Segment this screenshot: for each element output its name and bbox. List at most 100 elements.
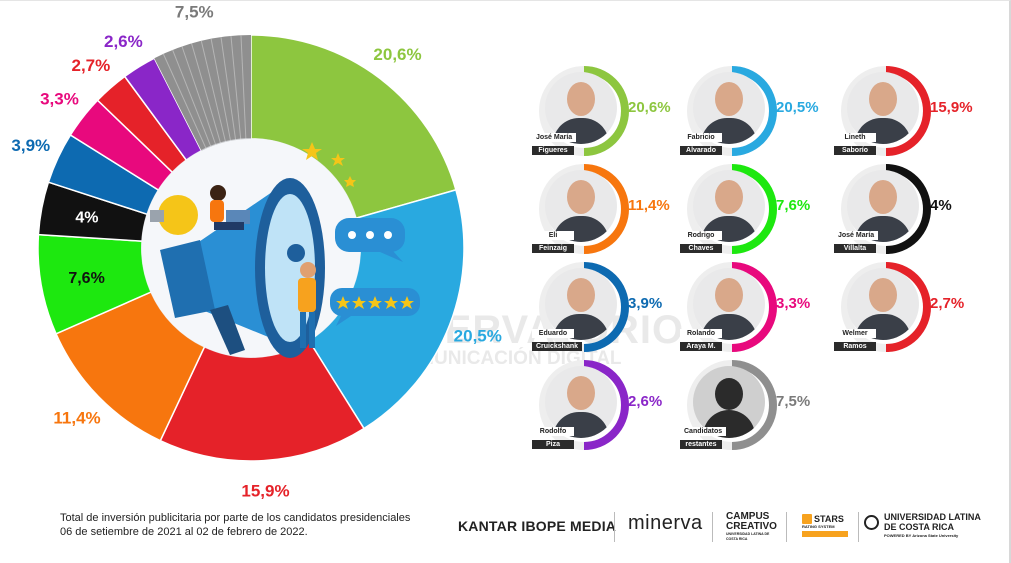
candidate-card: Rodolfo Piza 2,6% bbox=[532, 359, 662, 451]
candidate-ring bbox=[687, 164, 777, 254]
donut-slice-hatch bbox=[220, 37, 237, 141]
candidate-first-name: Eduardo bbox=[532, 329, 574, 338]
candidate-last-name: Figueres bbox=[532, 146, 574, 155]
candidate-percent: 7,5% bbox=[776, 393, 811, 410]
stars-badge-icon bbox=[802, 514, 812, 524]
candidate-first-name: Eli bbox=[532, 231, 574, 240]
campus-logo-line2: CREATIVO bbox=[726, 521, 777, 532]
candidate-last-name: Araya M. bbox=[680, 342, 722, 351]
slice-percent-label: 2,6% bbox=[104, 32, 143, 51]
ulatina-logo-sub: POWERED BY Arizona State University bbox=[884, 533, 959, 538]
slice-percent-label: 3,9% bbox=[11, 136, 50, 155]
candidate-percent: 20,5% bbox=[776, 99, 819, 116]
candidate-ring-arc bbox=[583, 262, 629, 352]
candidate-ring bbox=[539, 262, 629, 352]
candidate-ring-arc bbox=[583, 66, 629, 156]
candidate-first-name: José María bbox=[834, 231, 879, 240]
campus-logo-sub: UNIVERSIDAD LATINA DE COSTA RICA bbox=[726, 532, 770, 541]
candidate-first-name: Fabricio bbox=[680, 133, 722, 142]
candidate-percent: 7,6% bbox=[776, 197, 811, 214]
candidate-ring-arc bbox=[731, 66, 777, 156]
stars-logo: STARS RATING SYSTEM bbox=[802, 514, 848, 537]
candidate-last-name: Chaves bbox=[680, 244, 722, 253]
candidate-ring bbox=[841, 66, 931, 156]
candidate-first-name: Rodolfo bbox=[532, 427, 574, 436]
candidate-percent: 3,3% bbox=[776, 295, 811, 312]
candidate-percent: 20,6% bbox=[628, 99, 671, 116]
candidate-ring bbox=[841, 262, 931, 352]
donut-slice-hatch bbox=[200, 40, 227, 143]
slice-percent-label: 20,5% bbox=[454, 326, 502, 345]
candidate-percent: 15,9% bbox=[930, 99, 973, 116]
candidate-first-name: José María bbox=[532, 133, 577, 142]
candidate-ring bbox=[687, 360, 777, 450]
candidate-ring bbox=[841, 164, 931, 254]
candidate-card: José María Villalta 4% bbox=[834, 163, 952, 255]
ulatina-logo: UNIVERSIDAD LATINA DE COSTA RICA POWERED… bbox=[884, 512, 981, 539]
candidate-first-name: Rolando bbox=[680, 329, 722, 338]
candidate-ring-arc bbox=[885, 66, 931, 156]
candidate-last-name: Cruickshank bbox=[532, 342, 583, 351]
candidate-ring-arc bbox=[583, 360, 629, 450]
slice-percent-label: 11,4% bbox=[53, 409, 100, 428]
logo-divider bbox=[858, 512, 859, 542]
logo-divider bbox=[786, 512, 787, 542]
stars-logo-text: STARS bbox=[814, 513, 844, 524]
candidate-percent: 2,7% bbox=[930, 295, 965, 312]
candidate-last-name: Saborío bbox=[834, 146, 876, 155]
slice-percent-label: 20,6% bbox=[373, 45, 421, 64]
slice-percent-label: 7,5% bbox=[175, 3, 214, 22]
ulatina-logo-line2: DE COSTA RICA bbox=[884, 522, 955, 532]
campus-logo-line1: CAMPUS bbox=[726, 511, 770, 522]
candidate-photo bbox=[545, 170, 617, 242]
slice-percent-label: 15,9% bbox=[241, 482, 289, 500]
candidate-photo bbox=[847, 170, 919, 242]
candidate-card: Fabricio Alvarado 20,5% bbox=[680, 65, 819, 157]
candidate-percent: 4% bbox=[930, 197, 952, 214]
candidate-ring bbox=[539, 66, 629, 156]
candidate-last-name: restantes bbox=[680, 440, 722, 449]
candidate-last-name: Villalta bbox=[834, 244, 876, 253]
slice-percent-label: 7,6% bbox=[68, 270, 104, 287]
stars-rating-icon bbox=[802, 531, 848, 537]
slice-percent-label: 4% bbox=[75, 210, 98, 227]
candidate-ring-arc bbox=[885, 164, 931, 254]
candidate-photo bbox=[693, 366, 765, 438]
candidate-ring bbox=[539, 360, 629, 450]
logo-divider bbox=[614, 512, 615, 542]
candidate-percent: 3,9% bbox=[628, 295, 663, 312]
kantar-logo: KANTAR IBOPE MEDIA bbox=[458, 518, 616, 534]
footer-line1: Total de inversión publicitaria por part… bbox=[60, 512, 411, 524]
candidate-card: Eduardo Cruickshank 3,9% bbox=[532, 261, 662, 353]
ulatina-logo-line1: UNIVERSIDAD LATINA bbox=[884, 512, 981, 522]
candidate-photo bbox=[847, 72, 919, 144]
kantar-logo-text: KANTAR IBOPE MEDIA bbox=[458, 518, 617, 534]
candidate-ring bbox=[687, 66, 777, 156]
candidate-photo bbox=[693, 170, 765, 242]
footer-caption: Total de inversión publicitaria por part… bbox=[60, 511, 410, 539]
candidate-ring-arc bbox=[731, 262, 777, 352]
minerva-logo: minerva bbox=[628, 512, 703, 535]
donut-slice-hatch bbox=[181, 46, 217, 146]
candidate-card: Rolando Araya M. 3,3% bbox=[680, 261, 810, 353]
candidate-ring-arc bbox=[885, 262, 931, 352]
candidate-card: Rodrigo Chaves 7,6% bbox=[680, 163, 810, 255]
candidate-card: José María Figueres 20,6% bbox=[532, 65, 671, 157]
donut-chart: 20,6% 20,5% 15,9% 11,4% 7,6% 4% 3,9% 3,3% 2,7% 2,… bbox=[11, 3, 502, 500]
candidate-percent: 2,6% bbox=[628, 393, 663, 410]
candidate-photo bbox=[545, 268, 617, 340]
donut-slice-hatch bbox=[210, 38, 232, 142]
ulatina-globe-icon bbox=[864, 515, 879, 530]
candidate-last-name: Alvarado bbox=[680, 146, 722, 155]
candidate-ring-arc bbox=[731, 164, 777, 254]
megaphone-illustration bbox=[141, 138, 420, 358]
candidate-card: Candidatos restantes 7,5% bbox=[680, 359, 810, 451]
candidate-first-name: Lineth bbox=[834, 133, 876, 142]
candidate-photo bbox=[693, 72, 765, 144]
stars-logo-sub: RATING SYSTEM bbox=[802, 524, 835, 529]
candidate-ring-arc bbox=[583, 164, 629, 254]
logo-divider bbox=[712, 512, 713, 542]
candidate-photo bbox=[545, 72, 617, 144]
candidate-last-name: Feinzaig bbox=[532, 244, 574, 253]
